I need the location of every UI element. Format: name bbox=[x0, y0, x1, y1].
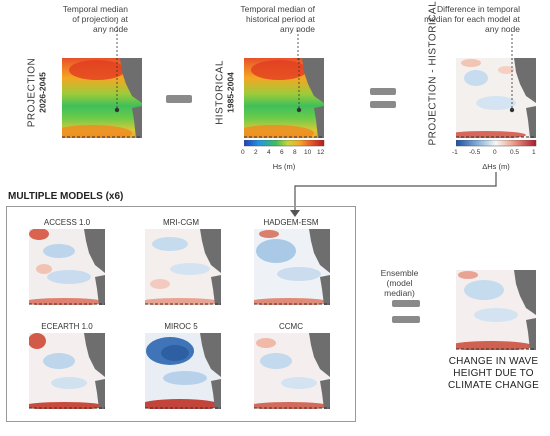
difference-label: PROJECTION - HISTORICAL bbox=[427, 0, 439, 146]
difference-map bbox=[456, 58, 536, 138]
model-map-miroc bbox=[145, 333, 221, 409]
historical-map bbox=[244, 58, 324, 138]
historical-label: HISTORICAL 1985-2004 bbox=[214, 60, 236, 125]
difference-note: Difference in temporal median for each m… bbox=[424, 4, 520, 34]
hs-colorbar-title: Hs (m) bbox=[272, 162, 296, 171]
model-map-access bbox=[29, 229, 105, 305]
model-label-mri: MRI-CGM bbox=[163, 218, 199, 227]
equals-operator-icon-lower bbox=[370, 101, 396, 108]
minus-operator-icon bbox=[166, 95, 192, 103]
model-label-miroc: MIROC 5 bbox=[164, 322, 198, 331]
ensemble-equals-icon-lower bbox=[392, 316, 420, 323]
dhs-colorbar-ticks: -1 -0.5 0 0.5 1 bbox=[452, 149, 536, 156]
dhs-colorbar bbox=[456, 140, 537, 147]
hs-colorbar bbox=[244, 140, 325, 147]
model-map-hadgem bbox=[254, 229, 330, 305]
model-label-access: ACCESS 1.0 bbox=[43, 218, 91, 227]
model-label-ccmc: CCMC bbox=[279, 322, 303, 331]
multiple-models-box bbox=[6, 206, 356, 422]
ensemble-equals-icon bbox=[392, 300, 420, 307]
projection-label: PROJECTION 2026-2045 bbox=[26, 57, 48, 128]
equals-operator-icon bbox=[370, 88, 396, 95]
ensemble-note: Ensemble (model median) bbox=[380, 268, 419, 298]
conclusion-text: CHANGE IN WAVE HEIGHT DUE TO CLIMATE CHA… bbox=[448, 356, 539, 391]
projection-map bbox=[62, 58, 142, 138]
model-label-hadgem: HADGEM-ESM bbox=[263, 218, 319, 227]
ensemble-map bbox=[456, 270, 536, 350]
multiple-models-title: MULTIPLE MODELS (x6) bbox=[8, 191, 124, 202]
model-map-ccmc bbox=[254, 333, 330, 409]
historical-note: Temporal median of historical period at … bbox=[240, 4, 315, 34]
model-map-mri bbox=[145, 229, 221, 305]
dhs-colorbar-title: ΔHs (m) bbox=[482, 162, 510, 171]
hs-colorbar-ticks: 0 2 4 6 8 10 12 bbox=[241, 149, 325, 156]
model-label-ecearth: ECEARTH 1.0 bbox=[41, 322, 93, 331]
projection-note: Temporal median of projection at any nod… bbox=[62, 4, 128, 34]
arrow-connector-icon bbox=[290, 172, 497, 217]
model-map-ecearth bbox=[29, 333, 105, 409]
